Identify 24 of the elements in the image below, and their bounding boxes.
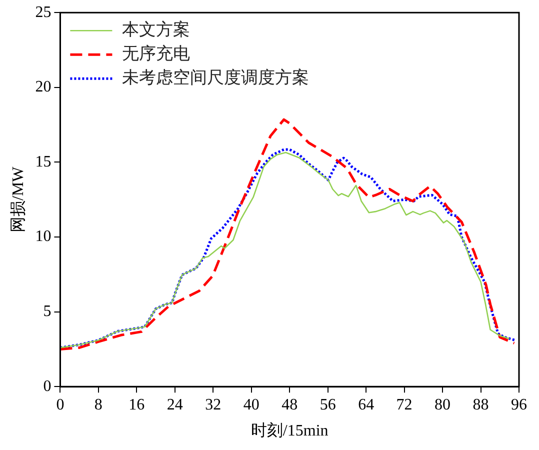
x-tick-label: 24	[166, 396, 183, 414]
x-tick-label: 64	[358, 396, 374, 414]
x-tick-label: 80	[434, 396, 451, 414]
x-axis-title: 时刻/15min	[250, 422, 328, 440]
x-tick-label: 8	[94, 396, 102, 414]
x-tick-label: 56	[320, 396, 336, 414]
y-tick-label: 20	[35, 78, 52, 96]
x-tick-label: 96	[511, 396, 527, 414]
x-tick-label: 88	[472, 396, 489, 414]
y-tick-label: 15	[35, 153, 52, 170]
y-tick-label: 0	[43, 378, 52, 395]
legend-label: 本文方案	[122, 20, 190, 40]
legend-label: 未考虑空间尺度调度方案	[122, 68, 310, 88]
x-tick-label: 32	[205, 396, 222, 414]
x-tick-label: 0	[56, 396, 64, 414]
x-tick-label: 40	[243, 396, 260, 414]
y-axis-title: 网损/MW	[10, 166, 27, 232]
y-tick-label: 25	[35, 4, 52, 21]
y-tick-label: 10	[35, 228, 52, 246]
legend-label: 无序充电	[122, 44, 190, 64]
x-tick-label: 72	[396, 396, 412, 414]
y-tick-label: 5	[43, 303, 52, 320]
x-tick-label: 48	[282, 396, 298, 414]
x-tick-label: 16	[128, 396, 145, 414]
